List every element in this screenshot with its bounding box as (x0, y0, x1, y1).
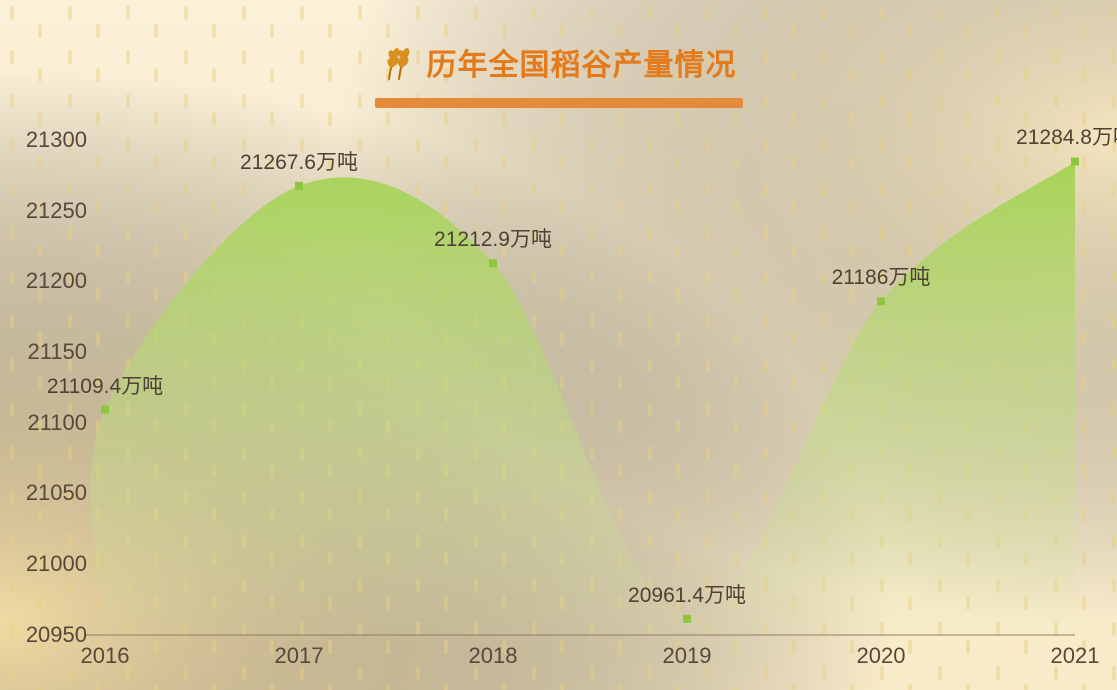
x-tick-label: 2019 (663, 643, 712, 669)
x-tick-label: 2017 (275, 643, 324, 669)
y-tick-label: 21250 (26, 198, 87, 224)
data-label: 21284.8万吨 (1016, 121, 1117, 151)
x-tick-label: 2018 (469, 643, 518, 669)
label-layer: 20950 21000 21050 21100 21150 21200 21250 21300… (0, 0, 1117, 690)
y-tick-label: 21100 (27, 410, 87, 436)
y-tick-label: 21050 (26, 480, 87, 506)
data-label: 21186万吨 (832, 261, 931, 291)
x-tick-label: 2021 (1051, 643, 1100, 669)
y-tick-label: 21150 (27, 339, 87, 365)
y-tick-label: 21000 (26, 551, 87, 577)
y-tick-label: 21200 (26, 268, 87, 294)
data-label: 21267.6万吨 (240, 146, 358, 176)
data-label: 21212.9万吨 (434, 223, 552, 253)
x-tick-label: 2016 (81, 643, 130, 669)
x-tick-label: 2020 (857, 643, 906, 669)
data-label: 20961.4万吨 (628, 579, 746, 609)
y-tick-label: 21300 (26, 127, 87, 153)
y-tick-label: 20950 (26, 622, 87, 648)
data-label: 21109.4万吨 (47, 370, 163, 400)
